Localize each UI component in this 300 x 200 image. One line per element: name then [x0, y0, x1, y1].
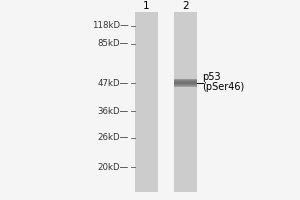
- Bar: [174, 79, 197, 80]
- Bar: [174, 12, 197, 192]
- Bar: [174, 82, 197, 83]
- Bar: [174, 85, 197, 86]
- Text: 20kD—: 20kD—: [98, 162, 129, 171]
- Bar: [174, 84, 197, 85]
- Text: 1: 1: [143, 1, 149, 11]
- Bar: [174, 86, 197, 87]
- Text: p53: p53: [202, 72, 221, 82]
- Text: 26kD—: 26kD—: [98, 134, 129, 142]
- Bar: [174, 85, 197, 86]
- Bar: [135, 12, 158, 192]
- Text: 2: 2: [182, 1, 189, 11]
- Bar: [174, 86, 197, 87]
- Text: 85kD—: 85kD—: [98, 40, 129, 48]
- Bar: [174, 81, 197, 82]
- Text: 47kD—: 47kD—: [98, 78, 129, 88]
- Bar: [174, 80, 197, 81]
- Bar: [174, 83, 197, 84]
- Bar: [174, 81, 197, 82]
- Text: 118kD—: 118kD—: [92, 21, 129, 30]
- Bar: [174, 83, 197, 84]
- Text: 36kD—: 36kD—: [98, 107, 129, 116]
- Text: (pSer46): (pSer46): [202, 82, 245, 92]
- Bar: [174, 84, 197, 85]
- Bar: [174, 79, 197, 80]
- Bar: [174, 80, 197, 81]
